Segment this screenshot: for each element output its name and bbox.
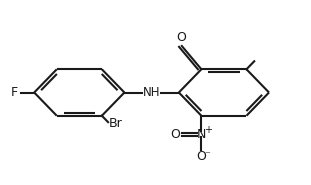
Text: O: O <box>170 128 180 141</box>
Text: NH: NH <box>143 86 160 99</box>
Text: F: F <box>11 86 18 99</box>
Text: Br: Br <box>109 117 123 130</box>
Text: ⁻: ⁻ <box>205 151 211 161</box>
Text: N: N <box>197 128 206 141</box>
Text: O: O <box>176 31 186 44</box>
Text: O: O <box>197 150 206 163</box>
Text: +: + <box>204 125 212 135</box>
